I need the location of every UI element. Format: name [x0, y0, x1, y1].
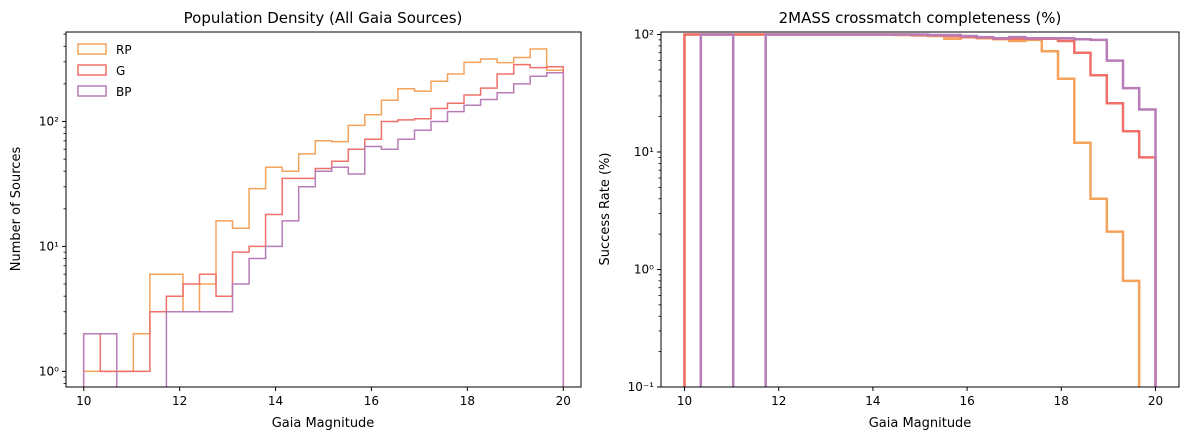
- series-rp-step: [683, 33, 1141, 387]
- y-tick-label: 10⁰: [39, 364, 59, 378]
- series-g-step: [82, 63, 565, 387]
- x-tick-label: 16: [959, 394, 974, 408]
- legend-label-bp: BP: [116, 85, 131, 99]
- ticks-layer: 10 12 14 16 18 20 10⁻¹ 10⁰ 10¹ 10²: [628, 27, 1164, 408]
- series-bp-step: [699, 33, 1157, 387]
- legend-swatch-rp: [77, 43, 107, 55]
- ticks-layer: 10 12 14 16 18 20 10⁰ 10¹ 10²: [39, 33, 571, 408]
- legend-label-g: G: [116, 64, 125, 78]
- x-tick-label: 10: [677, 394, 692, 408]
- x-tick-label: 14: [865, 394, 880, 408]
- legend: RP G BP: [77, 43, 132, 99]
- series-layer: [82, 48, 565, 387]
- y-tick-label: 10²: [634, 27, 654, 41]
- x-tick-label: 12: [172, 394, 187, 408]
- series-bp-step: [82, 72, 565, 387]
- y-tick-label: 10¹: [634, 145, 654, 159]
- x-tick-label: 16: [364, 394, 379, 408]
- x-axis-label: Gaia Magnitude: [869, 416, 972, 431]
- chart-title: 2MASS crossmatch completeness (%): [779, 9, 1062, 27]
- x-axis-label: Gaia Magnitude: [272, 416, 375, 431]
- legend-swatch-g: [77, 64, 107, 76]
- x-tick-label: 18: [460, 394, 475, 408]
- y-tick-label: 10⁻¹: [628, 380, 655, 394]
- plot-frame: [65, 31, 582, 388]
- x-tick-label: 12: [771, 394, 786, 408]
- y-axis-label: Success Rate (%): [598, 153, 613, 266]
- legend-swatch-bp: [77, 85, 107, 97]
- series-layer: [683, 33, 1157, 387]
- x-tick-label: 14: [268, 394, 283, 408]
- x-tick-label: 18: [1054, 394, 1069, 408]
- y-tick-label: 10¹: [39, 239, 59, 253]
- series-g-step: [683, 33, 1157, 387]
- legend-label-rp: RP: [116, 43, 132, 57]
- x-tick-label: 10: [76, 394, 91, 408]
- chart-title: Population Density (All Gaia Sources): [184, 9, 463, 27]
- x-tick-label: 20: [556, 394, 571, 408]
- chart-population-density: Population Density (All Gaia Sources) Ga…: [9, 9, 582, 431]
- y-tick-label: 10²: [39, 114, 59, 128]
- plot-frame: [660, 31, 1180, 388]
- chart-crossmatch-completeness: 2MASS crossmatch completeness (%) Gaia M…: [598, 9, 1180, 431]
- y-tick-label: 10⁰: [634, 262, 654, 276]
- x-tick-label: 20: [1148, 394, 1163, 408]
- y-axis-label: Number of Sources: [9, 147, 24, 272]
